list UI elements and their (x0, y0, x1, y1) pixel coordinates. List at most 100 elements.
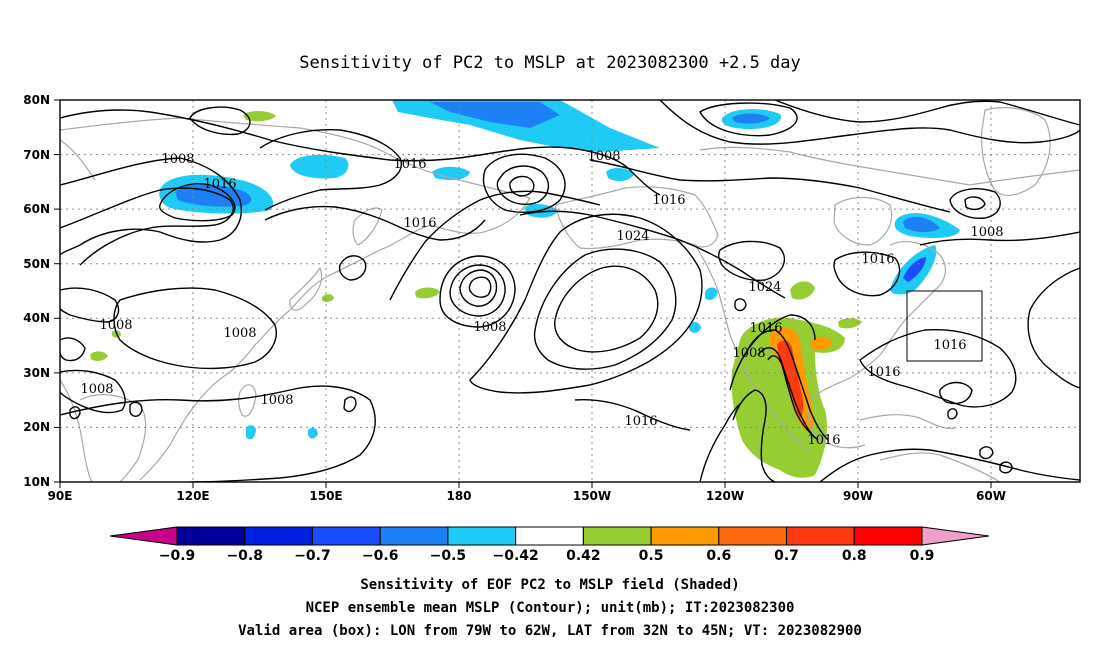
contour-label: 1008 (161, 152, 194, 167)
positive-shading-green-5 (322, 294, 334, 303)
coastline-south-america (879, 452, 1001, 482)
mslp-contour (60, 337, 86, 362)
lat-label: 80N (23, 93, 50, 107)
contour-label: 1008 (99, 318, 132, 333)
negative-shading-small-4 (308, 427, 318, 439)
positive-shading-green-4 (243, 110, 276, 122)
mslp-contour (60, 109, 661, 196)
coastlines (60, 107, 1080, 482)
coastline-na-arctic (699, 146, 1080, 186)
mslp-contour (699, 102, 798, 137)
mslp-contour (859, 328, 1017, 408)
colorbar-label: 0.6 (706, 548, 731, 564)
coastline-hudson-bay (833, 196, 893, 246)
footer-line-2: NCEP ensemble mean MSLP (Contour); unit(… (306, 600, 795, 616)
mslp-contour (767, 355, 819, 441)
contour-label: 1016 (861, 252, 894, 267)
mslp-contour (939, 381, 973, 405)
contour-label: 1016 (403, 216, 436, 231)
colorbar-label: −0.8 (226, 548, 263, 564)
contour-label: 1016 (749, 321, 782, 336)
contour-labels: 1008 1016 1008 1016 1016 1008 1016 1024 … (80, 149, 1003, 448)
colorbar-label: 0.9 (910, 548, 935, 564)
lat-label: 20N (23, 420, 50, 434)
lat-label: 30N (23, 366, 50, 380)
contour-label: 1016 (393, 157, 426, 172)
contour-label: 1016 (807, 433, 840, 448)
footer-line-3: Valid area (box): LON from 79W to 62W, L… (238, 623, 862, 639)
figure-title: Sensitivity of PC2 to MSLP at 2023082300… (299, 53, 801, 73)
colorbar-swatches (176, 526, 923, 546)
mslp-contour (949, 188, 1001, 219)
contour-label: 1008 (970, 225, 1003, 240)
colorbar-label: 0.7 (774, 548, 799, 564)
mslp-contour (979, 446, 994, 460)
mslp-contour (744, 329, 829, 441)
coastline-greenland (980, 107, 1051, 197)
negative-shading-nova-scotia-core (903, 257, 926, 282)
coastline-japan (289, 266, 323, 311)
contour-label: 1008 (587, 149, 620, 164)
mslp-contour (129, 401, 143, 417)
mslp-contour (113, 287, 277, 370)
colorbar-swatch (786, 526, 855, 546)
lon-label: 150W (573, 489, 611, 503)
lat-label: 50N (23, 257, 50, 271)
colorbar-label: −0.42 (492, 548, 538, 564)
mslp-contour (947, 408, 958, 420)
mslp-contour (439, 255, 516, 328)
mslp-contour (459, 269, 498, 307)
mslp-contour (1027, 267, 1080, 389)
contour-label: 1008 (80, 382, 113, 397)
mslp-contour (69, 406, 81, 420)
mslp-contour (60, 385, 376, 482)
colorbar-swatch (244, 526, 313, 546)
mslp-contour (469, 213, 703, 394)
map-frame (59, 99, 1081, 483)
negative-shading-small-3 (246, 425, 256, 440)
lon-label: 120W (706, 489, 744, 503)
negative-shading-beaufort (606, 168, 634, 182)
mslp-contour (264, 205, 486, 241)
mslp-contour (189, 106, 251, 136)
mslp-contour (60, 369, 126, 414)
axis-ticks (54, 99, 992, 488)
contour-label: 1008 (223, 326, 256, 341)
positive-shading-green-3 (415, 287, 440, 299)
mslp-contour (757, 347, 816, 439)
lon-label: 180 (446, 489, 471, 503)
lat-label: 60N (23, 202, 50, 216)
mslp-contour (496, 165, 549, 205)
mslp-contour (259, 128, 402, 211)
mslp-contour (449, 264, 506, 317)
colorbar-swatch (582, 526, 652, 546)
colorbar-swatch (515, 526, 584, 546)
map-panel: 1008 1016 1008 1016 1016 1008 1016 1024 … (59, 99, 1081, 483)
colorbar-left-arrow (109, 526, 178, 546)
mslp-contour (338, 255, 367, 281)
colorbar-label: −0.6 (362, 548, 399, 564)
mslp-contour (533, 248, 677, 370)
positive-shading-orange-east (810, 336, 832, 351)
footer-line-1: Sensitivity of EOF PC2 to MSLP field (Sh… (360, 577, 739, 593)
positive-shading-green-2 (838, 318, 862, 329)
contour-label: 1008 (473, 320, 506, 335)
mslp-contour (554, 265, 659, 353)
mslp-contour (732, 389, 776, 482)
valid-area-box-label: 1016 (933, 338, 966, 353)
mslp-contour (774, 100, 1080, 126)
colorbar-swatch (176, 526, 246, 546)
mslp-contour (734, 298, 747, 312)
mslp-contour (60, 287, 120, 323)
coastline-gulf-of-mexico (807, 377, 866, 449)
negative-shading-canada-north-core (732, 113, 770, 124)
mslp-contour (519, 210, 786, 299)
lat-label: 70N (23, 148, 50, 162)
lat-label: 10N (23, 475, 50, 489)
mslp-contour (919, 231, 1080, 246)
positive-shading-green-1 (790, 281, 815, 300)
lon-label: 60W (976, 489, 1006, 503)
sensitivity-shading (90, 100, 960, 478)
coastline-asia-east (139, 197, 531, 481)
